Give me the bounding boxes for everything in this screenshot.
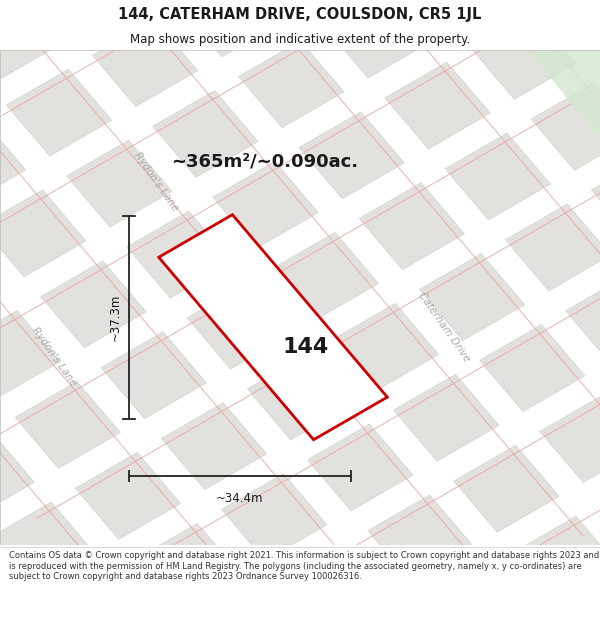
Text: Contains OS data © Crown copyright and database right 2021. This information is : Contains OS data © Crown copyright and d… [9, 551, 599, 581]
Polygon shape [334, 303, 439, 390]
Polygon shape [282, 544, 387, 625]
Text: Rydon's Lane: Rydon's Lane [30, 326, 78, 388]
Polygon shape [41, 261, 146, 348]
Text: ~365m²/~0.090ac.: ~365m²/~0.090ac. [171, 152, 358, 171]
Polygon shape [127, 211, 232, 298]
Polygon shape [368, 495, 473, 582]
Polygon shape [273, 232, 379, 319]
Polygon shape [67, 140, 172, 227]
Polygon shape [152, 91, 258, 178]
Polygon shape [178, 0, 284, 57]
Polygon shape [221, 474, 327, 561]
Polygon shape [419, 254, 524, 341]
Polygon shape [213, 161, 318, 248]
Text: Caterham Drive: Caterham Drive [416, 291, 472, 364]
Polygon shape [505, 204, 600, 291]
Polygon shape [196, 594, 301, 625]
Polygon shape [101, 332, 206, 419]
Polygon shape [308, 424, 413, 511]
Polygon shape [514, 516, 600, 603]
Text: Rydon's Lane: Rydon's Lane [132, 150, 180, 213]
Polygon shape [394, 374, 499, 461]
Text: Map shows position and indicative extent of the property.: Map shows position and indicative extent… [130, 34, 470, 46]
Polygon shape [540, 396, 600, 482]
Polygon shape [136, 523, 241, 610]
Polygon shape [159, 214, 387, 440]
Polygon shape [265, 0, 370, 7]
Polygon shape [50, 573, 155, 625]
Polygon shape [385, 62, 490, 149]
Polygon shape [445, 133, 550, 220]
Polygon shape [454, 445, 559, 532]
Text: 144: 144 [283, 337, 329, 357]
Text: ~37.3m: ~37.3m [109, 294, 122, 341]
Polygon shape [531, 83, 600, 170]
Polygon shape [359, 182, 464, 269]
Polygon shape [592, 154, 600, 241]
Polygon shape [161, 402, 266, 489]
Polygon shape [479, 324, 585, 411]
Polygon shape [342, 616, 448, 625]
Polygon shape [0, 119, 26, 206]
Polygon shape [247, 353, 353, 440]
Polygon shape [0, 190, 86, 277]
Polygon shape [411, 0, 516, 28]
Polygon shape [7, 69, 112, 156]
Polygon shape [557, 0, 600, 49]
Polygon shape [239, 41, 344, 127]
Polygon shape [0, 311, 60, 398]
Polygon shape [528, 50, 600, 139]
Polygon shape [471, 12, 576, 99]
Polygon shape [428, 566, 533, 625]
Polygon shape [92, 19, 198, 106]
Polygon shape [566, 275, 600, 362]
Polygon shape [325, 0, 430, 78]
Polygon shape [0, 0, 52, 85]
Polygon shape [187, 282, 292, 369]
Polygon shape [0, 502, 95, 589]
Polygon shape [32, 0, 137, 36]
Polygon shape [0, 431, 34, 518]
Polygon shape [299, 112, 404, 199]
Polygon shape [15, 381, 121, 468]
Text: 144, CATERHAM DRIVE, COULSDON, CR5 1JL: 144, CATERHAM DRIVE, COULSDON, CR5 1JL [118, 6, 482, 21]
Polygon shape [76, 452, 181, 539]
Text: ~34.4m: ~34.4m [216, 491, 264, 504]
